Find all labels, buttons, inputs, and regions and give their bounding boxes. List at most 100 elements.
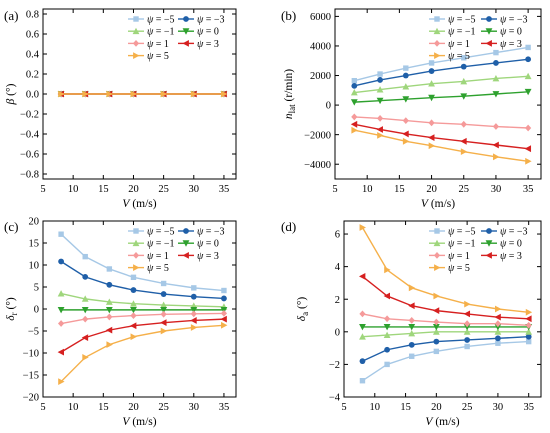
legend-item: ψ = 0 xyxy=(178,239,219,250)
data-point xyxy=(463,328,471,335)
data-point xyxy=(433,292,440,300)
y-tick-label: −15 xyxy=(23,371,39,382)
y-tick-label: 4 xyxy=(335,262,341,273)
data-point xyxy=(494,324,502,331)
legend-item: ψ = 3 xyxy=(178,251,219,262)
x-tick-label: 5 xyxy=(40,184,45,195)
y-tick-label: −4 xyxy=(329,393,341,404)
legend: ψ = −5 ψ = −3 ψ = −1 ψ = 0 ψ = 1 ψ = 3 ψ = 5 xyxy=(128,15,225,62)
legend-label: ψ = −3 xyxy=(197,227,225,238)
data-point xyxy=(495,340,501,346)
data-point xyxy=(428,142,436,150)
panel-label: (b) xyxy=(281,8,296,23)
data-point xyxy=(351,126,358,134)
x-tick-label: 15 xyxy=(98,402,109,413)
legend-marker xyxy=(182,40,189,47)
data-point xyxy=(463,324,471,331)
data-point xyxy=(359,333,366,340)
data-point xyxy=(351,113,358,121)
x-tick-label: 30 xyxy=(493,402,504,413)
data-point xyxy=(492,123,500,130)
data-point xyxy=(460,120,467,128)
panel-label: (d) xyxy=(281,219,296,234)
series-3 xyxy=(359,324,533,331)
data-point xyxy=(190,317,197,324)
legend-item: ψ = 1 xyxy=(128,39,169,50)
legend-item: ψ = 0 xyxy=(481,239,522,250)
legend-item: ψ = 3 xyxy=(178,39,219,50)
data-point xyxy=(460,137,467,145)
x-tick-label: 25 xyxy=(158,402,169,413)
data-point xyxy=(460,63,467,70)
data-point xyxy=(464,300,471,308)
data-point xyxy=(130,287,137,293)
legend-marker xyxy=(485,252,492,259)
data-point xyxy=(433,338,440,345)
legend-item: ψ = 0 xyxy=(178,27,219,38)
data-point xyxy=(525,308,533,316)
data-point xyxy=(525,328,533,335)
y-tick-label: 0.6 xyxy=(26,30,39,41)
y-axis-title: δr (°) xyxy=(5,297,19,321)
x-tick-label: 15 xyxy=(394,184,405,195)
legend-label: ψ = 1 xyxy=(147,251,169,262)
data-point xyxy=(57,348,64,356)
legend-label: ψ = 1 xyxy=(448,251,470,262)
legend-label: ψ = 1 xyxy=(147,39,169,50)
data-point xyxy=(82,315,89,323)
y-tick-label: 0.2 xyxy=(26,70,39,81)
chart-panel: 5 10 15 20 25 30 35 −0.8 −0.6 −0.4 −0.2 0.0 0.2 0.4 0.… xyxy=(4,8,237,210)
data-point xyxy=(160,280,167,287)
data-point xyxy=(160,291,167,297)
chart-panel: 5 10 15 20 25 30 35 −20 −15 −10 −5 0 5 10 15 20 (c) V (m/… xyxy=(4,217,237,428)
data-point xyxy=(493,60,499,66)
data-point xyxy=(160,301,168,308)
x-axis-title: V (m/s) xyxy=(425,416,459,428)
legend-label: ψ = −3 xyxy=(197,15,225,26)
data-point xyxy=(384,361,390,368)
data-point xyxy=(160,90,168,98)
data-point xyxy=(58,378,65,385)
y-tick-label: 10 xyxy=(29,261,40,272)
legend-label: ψ = 0 xyxy=(500,27,522,38)
data-point xyxy=(408,302,415,310)
legend-item: ψ = −5 xyxy=(429,227,476,238)
data-point xyxy=(525,56,532,63)
legend-label: ψ = −1 xyxy=(147,239,175,250)
legend-marker xyxy=(133,228,139,234)
data-point xyxy=(428,119,435,127)
data-point xyxy=(358,273,366,280)
y-tick-label: −2000 xyxy=(304,130,331,141)
y-tick-label: 0.0 xyxy=(26,90,39,101)
y-tick-label: −0.8 xyxy=(20,170,39,181)
data-point xyxy=(130,333,137,341)
data-point xyxy=(376,114,384,122)
legend-item: ψ = −1 xyxy=(128,27,175,38)
data-point xyxy=(402,130,409,138)
legend-label: ψ = 5 xyxy=(448,263,470,274)
series-2 xyxy=(359,328,533,340)
data-point xyxy=(409,353,415,359)
legend-item: ψ = −3 xyxy=(178,15,225,26)
series-0 xyxy=(359,338,532,384)
legend-label: ψ = 5 xyxy=(147,263,169,274)
y-tick-label: 0 xyxy=(326,101,331,112)
legend-item: ψ = −5 xyxy=(128,15,175,26)
x-tick-label: 30 xyxy=(189,402,200,413)
series-2 xyxy=(350,72,532,96)
data-point xyxy=(492,74,500,82)
data-point xyxy=(494,328,502,335)
data-point xyxy=(494,320,502,328)
data-point xyxy=(408,329,416,337)
series-3 xyxy=(350,88,532,106)
data-point xyxy=(432,324,440,331)
y-axis-title: β (°) xyxy=(5,83,17,105)
legend-marker xyxy=(133,52,140,59)
data-point xyxy=(105,298,113,305)
series-line xyxy=(60,324,224,383)
legend-item: ψ = −1 xyxy=(429,239,476,250)
legend-item: ψ = −1 xyxy=(128,239,175,250)
legend-item: ψ = 1 xyxy=(429,251,470,262)
data-point xyxy=(464,343,470,350)
data-point xyxy=(190,324,198,331)
